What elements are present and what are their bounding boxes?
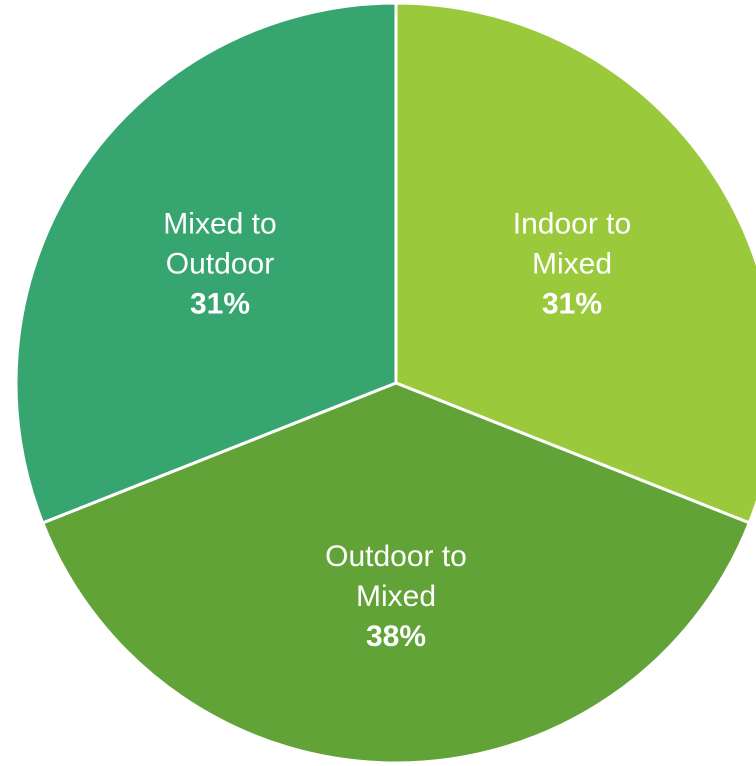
slice-value-label: 31% (190, 287, 250, 320)
slices-layer (14, 1, 756, 765)
slice-value-label: 38% (366, 620, 426, 653)
slice-label-line: Outdoor (166, 247, 274, 280)
slice-value-label: 31% (542, 287, 602, 320)
slice-label: Mixed to Outdoor 31% (163, 207, 276, 320)
pie-slice (40, 381, 752, 765)
slice-label: Outdoor to Mixed 38% (325, 540, 467, 653)
slice-label-line: Indoor to (513, 207, 631, 240)
slice-label-line: Mixed to (163, 207, 276, 240)
slice-label-line: Mixed (532, 247, 612, 280)
pie-slice (14, 1, 398, 525)
slice-label-line: Outdoor to (325, 540, 467, 573)
labels-layer: Indoor to Mixed 31% Outdoor to Mixed 38% Mixed… (163, 207, 631, 652)
slice-label-line: Mixed (356, 580, 436, 613)
slice-label: Indoor to Mixed 31% (513, 207, 631, 320)
pie-slice (394, 1, 756, 525)
